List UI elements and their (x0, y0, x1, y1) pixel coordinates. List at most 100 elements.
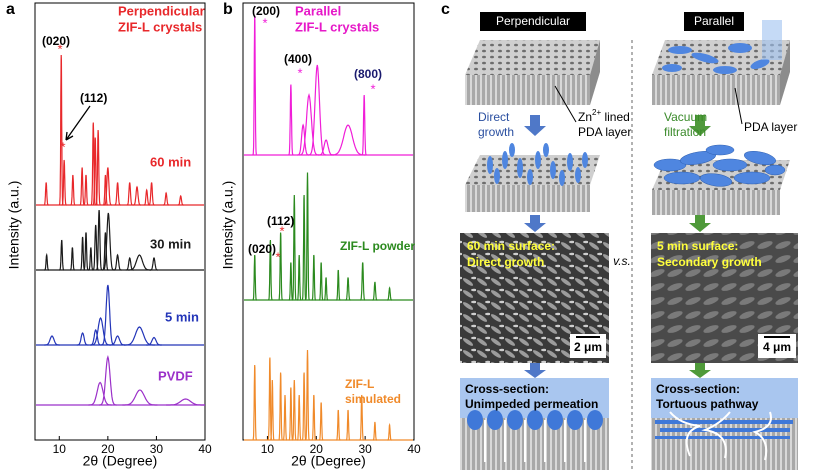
peak-label: (112) (80, 91, 107, 105)
membrane-side (652, 190, 780, 215)
label: Direct (478, 110, 510, 124)
peak (109, 335, 126, 346)
peak (102, 232, 109, 271)
peak (126, 182, 133, 206)
peak (288, 262, 294, 301)
peak (308, 64, 327, 156)
peak-label: (400) (284, 52, 312, 66)
panel-label: b (223, 1, 233, 18)
peak (319, 262, 324, 301)
peak (114, 182, 121, 206)
peak (123, 326, 155, 346)
peak (296, 394, 302, 441)
label: Cross-section: (656, 382, 740, 396)
peak (297, 123, 309, 156)
x-tick-label: 10 (53, 442, 67, 456)
leader (554, 85, 577, 123)
x-tick-label: 10 (261, 442, 275, 456)
peak (291, 194, 297, 301)
membrane-side (780, 40, 790, 105)
x-tick-label: 20 (310, 442, 324, 456)
label: v.s. (613, 254, 631, 268)
peak (127, 254, 152, 271)
label: Direct growth (467, 255, 544, 269)
peak (102, 212, 115, 271)
diagram: Perpendicular Parallel Direct growth Vac… (460, 12, 798, 470)
y-axis-label: Intensity (a.u.) (220, 181, 236, 270)
y-axis-label: Intensity (a.u.) (6, 181, 22, 270)
membrane-side (465, 185, 590, 212)
peak (163, 191, 170, 206)
peak (150, 257, 158, 271)
peak (125, 256, 134, 271)
peak (146, 336, 162, 346)
peak (69, 247, 75, 271)
flow-arrows (484, 420, 586, 462)
plot-frame (34, 2, 206, 441)
x-tick-label: 20 (101, 442, 115, 456)
peak (252, 254, 257, 301)
series-label: PVDF (158, 368, 193, 383)
x-axis-label: 2θ (Degree) (83, 453, 158, 469)
peak (372, 421, 378, 441)
peak (133, 185, 141, 206)
peak (104, 167, 112, 206)
flakes (655, 420, 793, 439)
x-tick-label: 40 (198, 442, 212, 456)
peak-marker: * (275, 249, 280, 264)
peak (278, 372, 283, 441)
peak (319, 402, 324, 441)
label-box (684, 12, 744, 31)
peak (177, 194, 184, 206)
x-tick-label: 30 (358, 442, 372, 456)
peak (143, 188, 150, 206)
x-tick-label: 40 (407, 442, 421, 456)
peak (83, 174, 89, 206)
flakes (653, 144, 786, 187)
peak-label: (020) (248, 242, 276, 256)
peak (58, 54, 64, 206)
arrows (524, 115, 711, 378)
label: Cross-section: (465, 382, 549, 396)
peak-label: (112) (267, 214, 294, 228)
panel-label: c (441, 1, 450, 18)
label: Zn (578, 110, 592, 124)
peak (305, 172, 310, 301)
flakes (662, 43, 770, 74)
peak (361, 94, 367, 156)
peak-label: (020) (42, 34, 70, 48)
annotation-arrow (65, 105, 91, 141)
peak (288, 387, 294, 441)
label: Zn2+ lined (578, 108, 630, 124)
membrane-side (590, 40, 600, 105)
peak (372, 281, 378, 301)
label: filtration (664, 125, 706, 139)
membrane-top (465, 40, 600, 75)
peak (44, 252, 49, 271)
cross-section-top (651, 378, 798, 418)
chart-title: Perpendicular (118, 3, 205, 18)
peak (345, 409, 351, 441)
peak (318, 139, 334, 156)
membrane-side (652, 75, 780, 105)
peak-label: (800) (354, 67, 382, 81)
peak-marker: * (297, 65, 302, 80)
peak (102, 174, 108, 206)
label: Secondary growth (657, 255, 762, 269)
peak (90, 316, 111, 346)
label: lined (601, 110, 630, 124)
label: Vacuum (664, 110, 707, 124)
peak-marker: * (57, 41, 62, 56)
peak (122, 389, 158, 406)
label: PDA layer (744, 120, 797, 134)
series-label: 5 min (165, 309, 199, 324)
peak (95, 209, 103, 271)
peak (387, 422, 392, 441)
peak-marker: * (279, 223, 284, 238)
x-tick-label: 30 (150, 442, 164, 456)
peak-marker: * (370, 81, 375, 96)
peak (288, 84, 294, 156)
peak (267, 239, 273, 301)
peak (269, 379, 275, 441)
